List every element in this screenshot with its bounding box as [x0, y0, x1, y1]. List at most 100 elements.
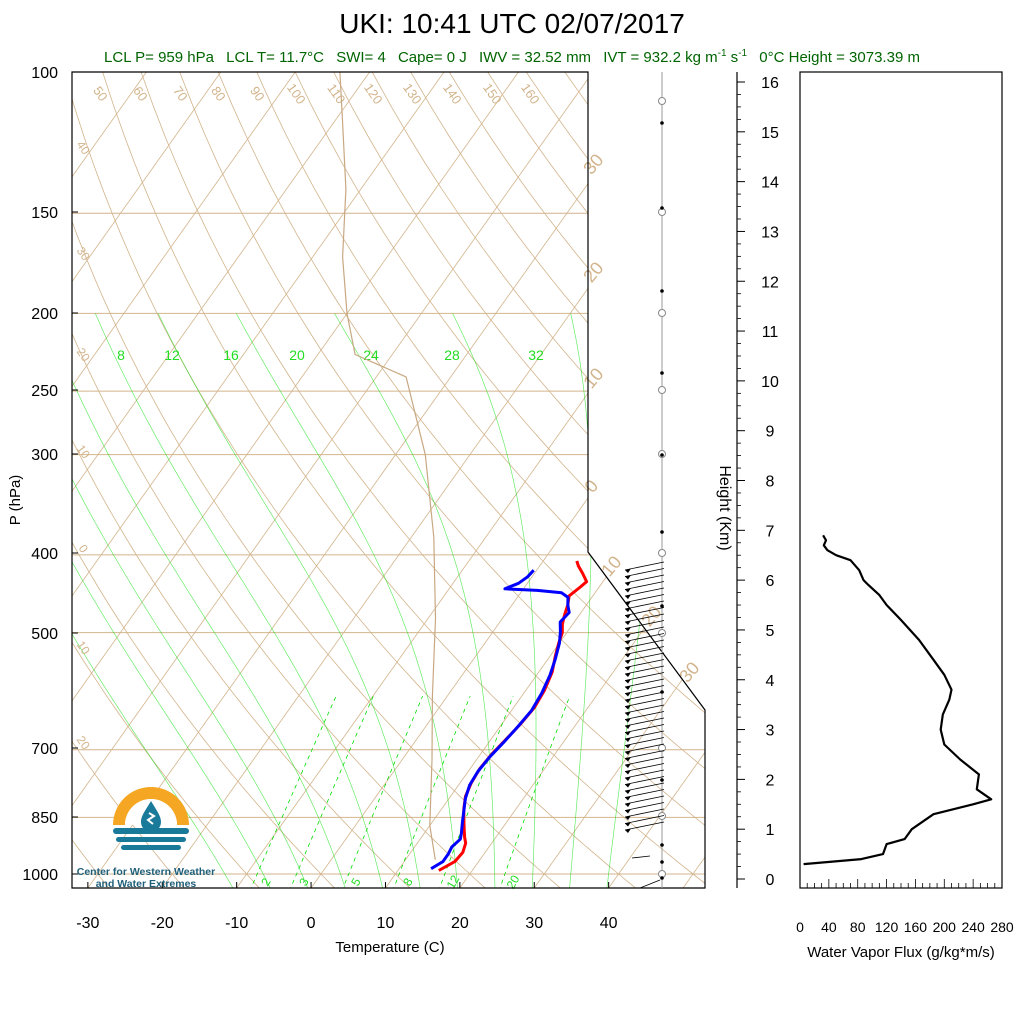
height-tick-label: 2	[766, 772, 775, 789]
wind-barb-flag	[625, 601, 631, 606]
dry-adiabat-line	[217, 72, 705, 888]
wind-barb-flag	[625, 737, 631, 742]
skewt-plot-frame	[71, 71, 706, 889]
wind-barb-shaft	[624, 587, 665, 597]
temperature-tick-label: 30	[525, 915, 543, 932]
wind-barb-flag	[625, 757, 631, 762]
dry-adiabat-label: 70	[170, 83, 191, 103]
height-tick-label: 0	[766, 872, 775, 889]
mixing-ratio-label: 12	[164, 347, 180, 363]
isotherm-line	[72, 72, 594, 888]
height-tick-label: 15	[761, 125, 779, 142]
dry-adiabat-line	[72, 72, 640, 888]
pressure-tick-label: 500	[31, 626, 58, 643]
mixing-ratio-label: 24	[363, 347, 379, 363]
isotherm-line	[72, 72, 370, 888]
wind-staff-dot	[660, 843, 664, 847]
pressure-tick-label: 400	[31, 546, 58, 563]
dry-adiabat-label: 160	[518, 81, 543, 107]
pressure-tick-label: 200	[31, 306, 58, 323]
dry-adiabat-line	[179, 72, 705, 888]
dry-adiabat-line	[256, 72, 705, 888]
wind-barb-flag	[625, 646, 631, 651]
pressure-tick-label: 250	[31, 383, 58, 400]
wind-barb-shaft	[624, 808, 665, 818]
wind-staff	[658, 72, 666, 888]
wind-barb-shaft	[624, 737, 665, 746]
isotherm-label: 20	[74, 345, 93, 364]
temperature-tick-label: -20	[151, 915, 174, 932]
pressure-tick-label: 850	[31, 810, 58, 827]
mixing-ratio-label: 12	[444, 872, 463, 891]
wind-barb-flag	[625, 705, 631, 710]
wind-barb-flag	[625, 698, 631, 703]
dry-adiabat-line	[641, 72, 705, 888]
moist-adiabat-line	[334, 313, 496, 888]
dry-adiabat-label: 150	[480, 81, 505, 107]
wind-staff-dot	[660, 371, 664, 375]
wind-barb-shaft	[624, 704, 665, 714]
height-tick-label: 14	[761, 175, 779, 192]
height-axis-title: Height (Km)	[716, 465, 733, 550]
wind-barb-flag	[625, 588, 631, 593]
wind-barb-shaft	[624, 717, 665, 727]
flux-tick-label: 80	[850, 919, 866, 935]
flux-tick-label: 0	[796, 919, 804, 935]
swi-index: SWI= 4	[336, 49, 386, 66]
moist-adiabat-line	[72, 313, 273, 888]
wind-staff-dot	[660, 206, 664, 210]
height-tick-label: 3	[766, 723, 775, 740]
dewpoint-profile-line	[430, 569, 571, 870]
wind-staff-dot	[660, 121, 664, 125]
wind-staff-dot	[660, 604, 664, 608]
dry-adiabat-label: 60	[130, 83, 151, 103]
wind-barb-shaft	[624, 743, 665, 753]
flux-tick-label: 160	[904, 919, 928, 935]
wind-barb-shaft	[624, 789, 665, 798]
moist-adiabat-line	[72, 313, 235, 888]
wind-barb-shaft	[624, 776, 665, 785]
wind-staff-dot	[660, 289, 664, 293]
wind-barb-shaft	[624, 613, 665, 623]
dry-adiabat-label: 90	[247, 83, 268, 103]
wind-barb-shaft	[624, 600, 665, 610]
flux-axis-label: Water Vapor Flux (g/kg*m/s)	[807, 944, 995, 961]
wind-barb-shaft	[624, 620, 665, 629]
mixing-ratio-label: 2	[258, 875, 274, 888]
dry-adiabat-label: 50	[90, 83, 111, 103]
wind-barb-shaft	[624, 594, 665, 603]
chart-title: UKI: 10:41 UTC 02/07/2017	[339, 8, 685, 39]
mixing-ratio-line	[392, 695, 471, 888]
pressure-tick-label: 300	[31, 447, 58, 464]
wind-barb-shaft	[624, 646, 665, 655]
wind-barb-shaft	[624, 633, 665, 642]
freezing-level: 0°C Height = 3073.39 m	[759, 49, 920, 66]
wind-staff-dot	[660, 876, 664, 880]
wind-barb-flag	[625, 783, 631, 788]
ivt-exponent-1: -1	[717, 48, 727, 59]
wind-barb-flag	[625, 776, 631, 781]
wind-staff-marker	[658, 549, 666, 557]
wind-barb-shaft	[624, 815, 665, 824]
cw3e-logo-icon	[113, 787, 189, 850]
wind-barb-shaft	[624, 691, 665, 701]
wind-barb-shaft	[624, 711, 665, 720]
dry-adiabat-line	[72, 72, 565, 888]
wind-barb-flag	[625, 581, 631, 586]
temperature-tick-label: -30	[76, 915, 99, 932]
isotherm-line	[72, 72, 445, 888]
wind-barb-flag	[625, 685, 631, 690]
wind-barb-shaft	[624, 730, 665, 740]
dry-adiabat-line	[333, 72, 705, 888]
wind-barb-flag	[625, 614, 631, 619]
wind-barb-flag	[625, 789, 631, 794]
wind-staff-marker	[658, 309, 666, 317]
wind-barb-flag	[625, 724, 631, 729]
pressure-tick-label: 100	[31, 65, 58, 82]
height-tick-label: 11	[762, 324, 779, 341]
wind-barb-shaft	[624, 659, 665, 668]
dry-adiabat-line	[371, 72, 705, 888]
mixing-ratio-label: 8	[117, 347, 125, 363]
wind-barb-shaft	[624, 821, 665, 831]
wind-barb-flag	[625, 620, 631, 625]
